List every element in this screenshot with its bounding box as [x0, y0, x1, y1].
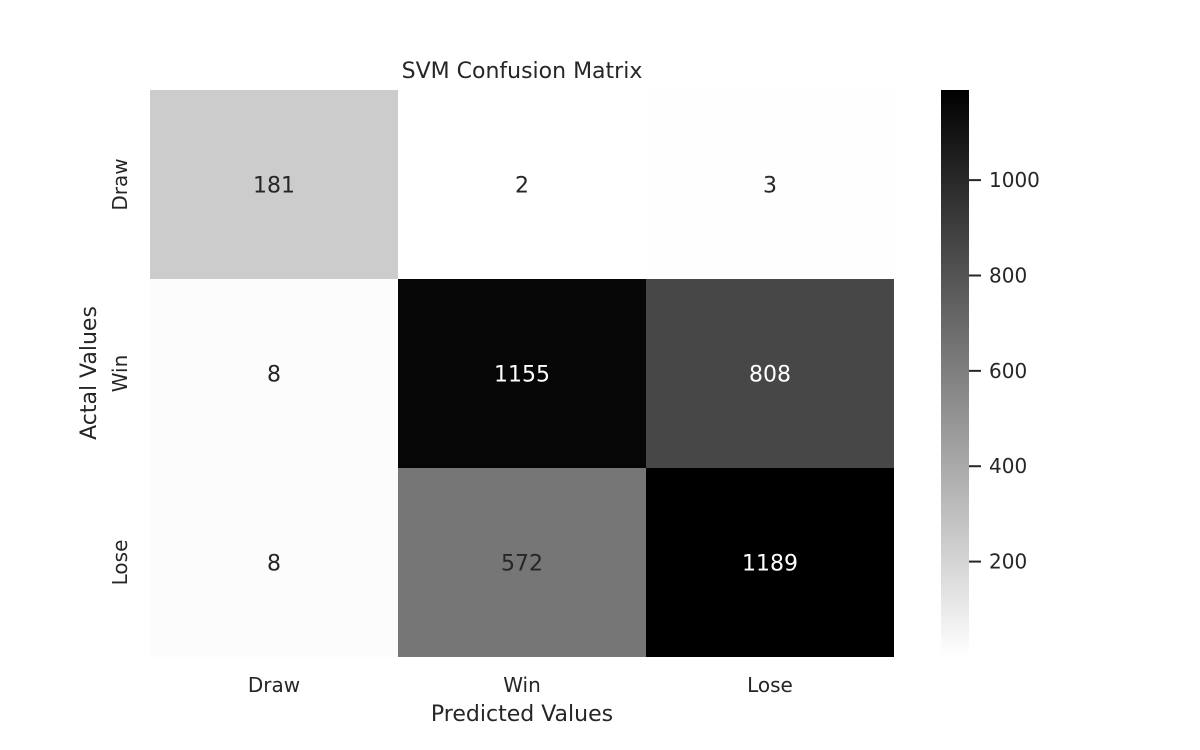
cell-value-r0-c0: 181: [253, 174, 295, 199]
colorbar: [941, 90, 969, 656]
heatmap-cell-r2-c0: [150, 468, 398, 657]
colorbar-tick-label-400: 400: [989, 454, 1027, 478]
x-tick-label-win: Win: [503, 673, 541, 697]
cell-value-r1-c0: 8: [267, 363, 281, 388]
x-tick-label-draw: Draw: [248, 673, 300, 697]
colorbar-tick-label-600: 600: [989, 359, 1027, 383]
heatmap-cell-r1-c2: [646, 279, 894, 468]
y-tick-label-win: Win: [108, 355, 132, 393]
cell-value-r0-c1: 2: [515, 174, 529, 199]
x-axis-label: Predicted Values: [431, 702, 613, 727]
cell-value-r2-c2: 1189: [742, 552, 798, 577]
heatmap-cell-labels: 181 2 3 8 1155 808 8 572 1189: [253, 174, 798, 577]
colorbar-tick-label-200: 200: [989, 550, 1027, 574]
cell-value-r2-c1: 572: [501, 552, 543, 577]
cell-value-r1-c1: 1155: [494, 363, 550, 388]
y-axis-tick-labels: Draw Win Lose: [108, 158, 132, 585]
cell-value-r0-c2: 3: [763, 174, 777, 199]
heatmap-cell-r1-c0: [150, 279, 398, 468]
x-tick-label-lose: Lose: [747, 673, 793, 697]
cell-value-r2-c0: 8: [267, 552, 281, 577]
heatmap-cell-r0-c1: [398, 90, 646, 279]
y-axis-label: Actal Values: [77, 306, 102, 440]
heatmap-cell-r2-c2: [646, 468, 894, 657]
cell-value-r1-c2: 808: [749, 363, 791, 388]
heatmap-cell-r0-c2: [646, 90, 894, 279]
colorbar-tick-label-1000: 1000: [989, 168, 1040, 192]
heatmap-cells: [150, 90, 894, 657]
x-axis-tick-labels: Draw Win Lose: [248, 673, 793, 697]
colorbar-ticks: 200 400 600 800 1000: [969, 168, 1040, 574]
y-tick-label-lose: Lose: [108, 540, 132, 586]
heatmap-cell-r2-c1: [398, 468, 646, 657]
heatmap-cell-r1-c1: [398, 279, 646, 468]
y-tick-label-draw: Draw: [108, 158, 132, 210]
colorbar-tick-label-800: 800: [989, 263, 1027, 287]
chart-title: SVM Confusion Matrix: [402, 59, 643, 84]
heatmap-cell-r0-c0: [150, 90, 398, 279]
